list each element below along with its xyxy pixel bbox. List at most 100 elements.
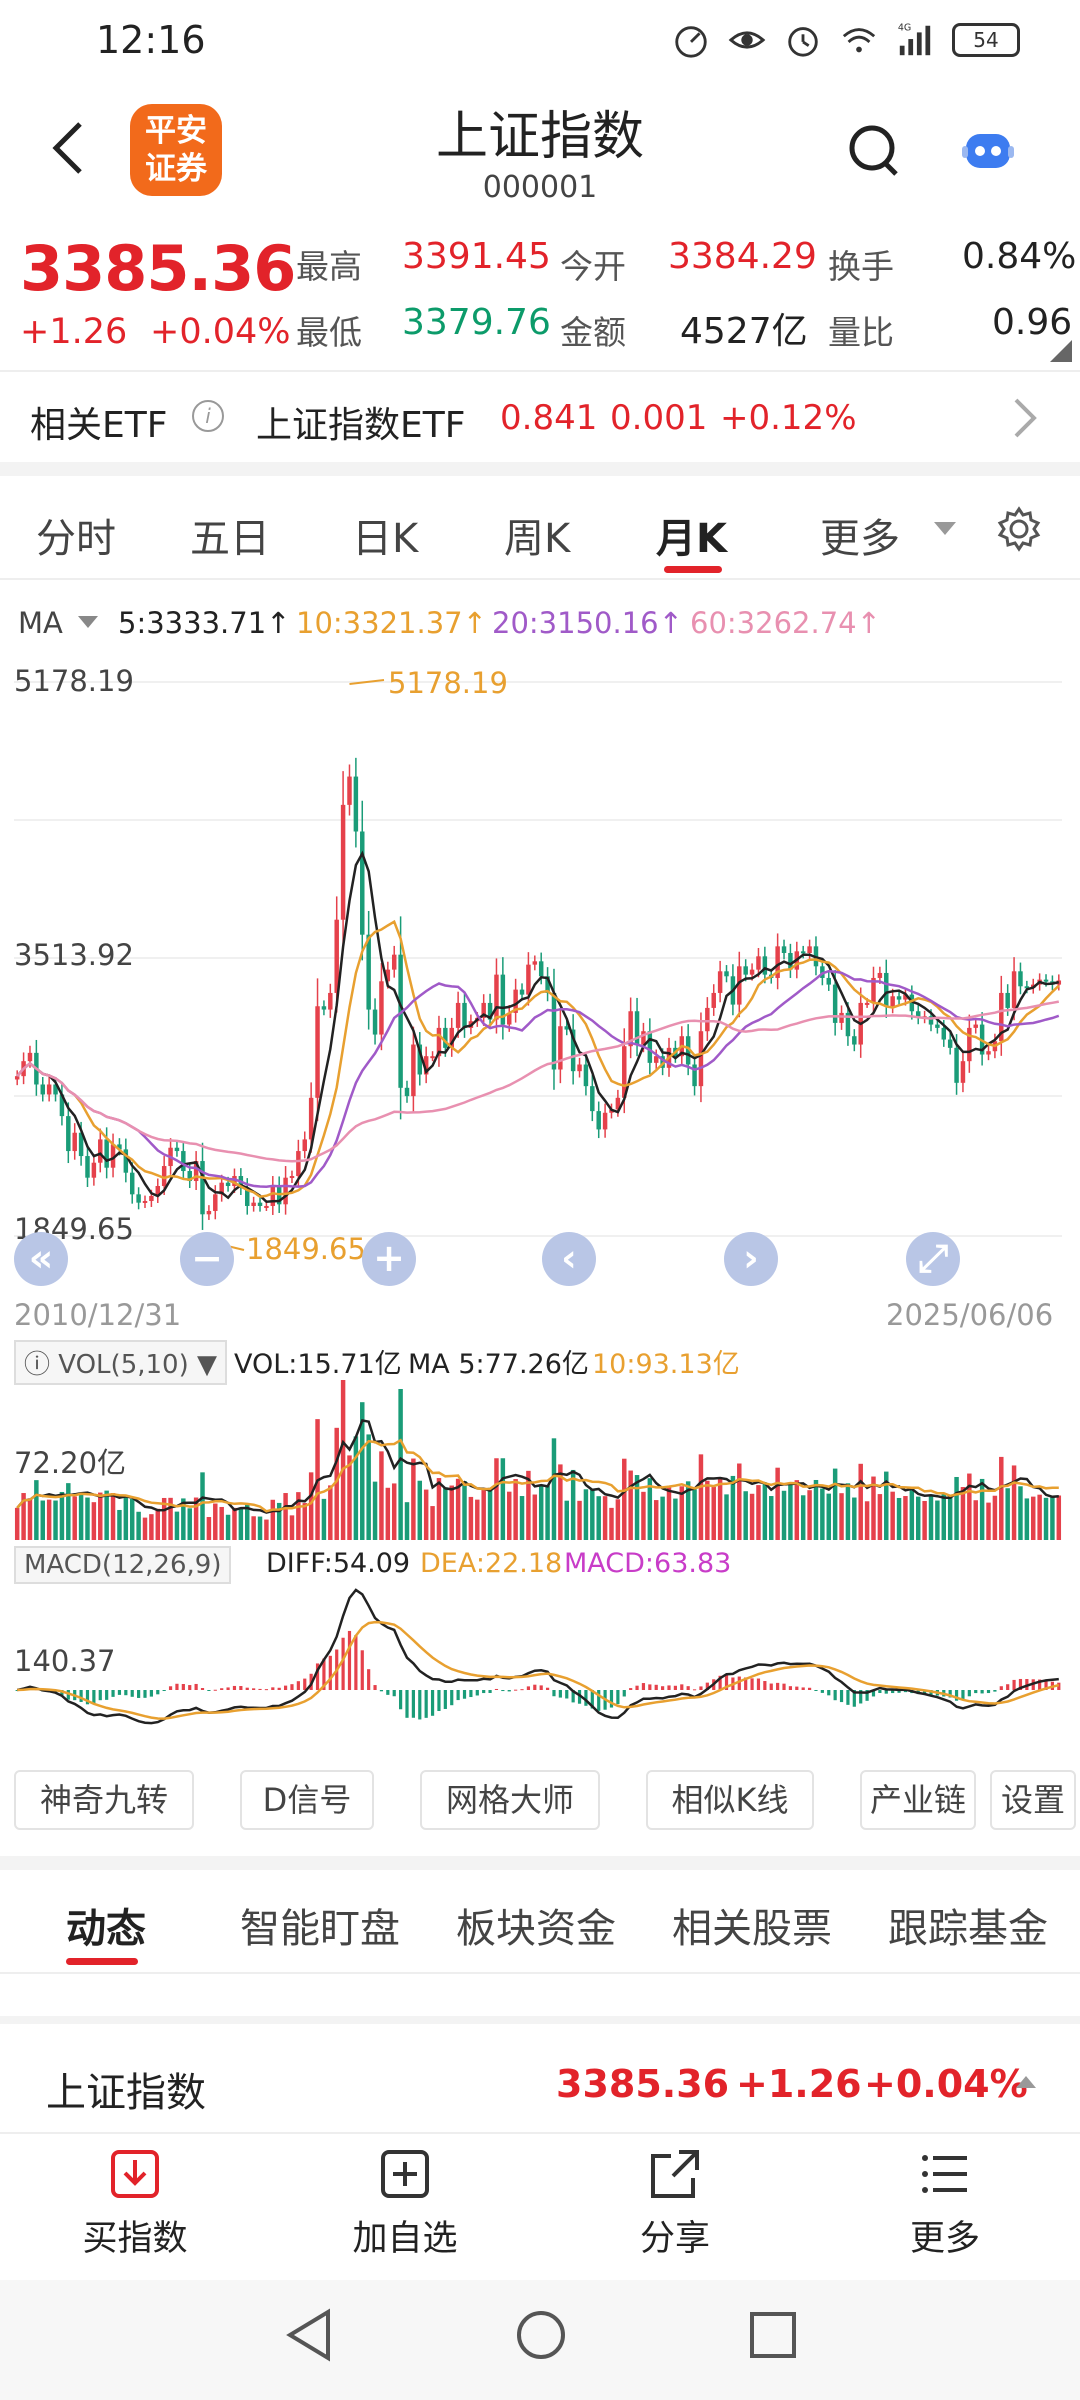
zoom-out-button[interactable]: − <box>180 1232 234 1286</box>
ma-legend-label[interactable]: MA <box>18 606 63 640</box>
volume-bar <box>340 1380 346 1540</box>
macd-bar <box>839 1690 844 1703</box>
search-icon[interactable] <box>846 120 902 180</box>
volume-bar <box>922 1500 927 1540</box>
volume-bar <box>66 1483 71 1540</box>
volume-bar <box>1024 1498 1030 1540</box>
macd-legend-box[interactable]: MACD(12,26,9) <box>14 1546 232 1584</box>
volume-bar <box>72 1496 77 1540</box>
vol-legend-box[interactable]: ⓘ VOL(5,10) ▼ <box>14 1340 227 1385</box>
candle-body <box>749 969 755 975</box>
robot-assistant-icon[interactable] <box>958 120 1018 180</box>
candle-body <box>187 1171 192 1182</box>
candle-body <box>391 954 397 970</box>
volume-bar <box>832 1468 838 1540</box>
tab-sector-funds[interactable]: 板块资金 <box>456 1906 616 1952</box>
scroll-right-button[interactable]: › <box>724 1232 778 1286</box>
scroll-left-fast-button[interactable]: « <box>14 1232 68 1286</box>
buy-index-button[interactable]: 买指数 <box>60 2148 210 2261</box>
tool-magic-nine[interactable]: 神奇九转 <box>14 1770 194 1830</box>
volume-bar <box>1031 1496 1036 1540</box>
gear-icon[interactable] <box>996 506 1042 552</box>
nav-recents-icon[interactable] <box>748 2310 798 2360</box>
volume-bar <box>213 1503 218 1540</box>
volume-bar <box>1050 1496 1055 1540</box>
kline-chart[interactable] <box>0 630 1080 1740</box>
stock-code: 000001 <box>482 170 598 205</box>
nav-home-icon[interactable] <box>514 2308 568 2362</box>
volume-bar <box>769 1496 774 1540</box>
tab-tracking-funds[interactable]: 跟踪基金 <box>888 1906 1048 1952</box>
volume-bar <box>257 1516 263 1540</box>
candle-body <box>852 1036 857 1045</box>
tab-daily-k[interactable]: 日K <box>352 516 419 562</box>
volume-bar <box>308 1472 314 1540</box>
ma5-value: 5:3333.71↑ <box>118 606 291 640</box>
macd-bar <box>98 1690 102 1701</box>
tab-five-day[interactable]: 五日 <box>190 516 270 562</box>
volume-bar <box>264 1519 269 1540</box>
share-button[interactable]: 分享 <box>600 2148 750 2261</box>
volume-bar <box>507 1491 512 1540</box>
volume-bar <box>385 1487 391 1540</box>
candle-body <box>27 1052 33 1062</box>
tool-industry-chain[interactable]: 产业链 <box>860 1770 976 1830</box>
back-icon[interactable] <box>48 118 88 178</box>
candle-body <box>213 1194 218 1211</box>
volume-bar <box>813 1479 819 1540</box>
macd-bar <box>507 1690 511 1692</box>
macd-bar <box>558 1690 562 1698</box>
etf-change-pct: +0.12% <box>720 398 857 438</box>
macd-bar <box>635 1685 639 1690</box>
macd-bar <box>482 1690 486 1694</box>
macd-bar <box>379 1690 384 1692</box>
candle-body <box>877 972 883 978</box>
zoom-in-button[interactable]: + <box>362 1232 416 1286</box>
macd-bar <box>296 1681 300 1690</box>
tool-similar-kline[interactable]: 相似K线 <box>646 1770 814 1830</box>
tab-news[interactable]: 动态 <box>66 1906 146 1952</box>
chevron-right-icon[interactable] <box>1010 396 1040 440</box>
candle-body <box>225 1182 231 1187</box>
more-button[interactable]: 更多 <box>870 2148 1020 2261</box>
candle-body <box>698 1031 704 1087</box>
stat-value: 0.84% <box>962 236 1077 277</box>
ma-dropdown-icon[interactable] <box>78 616 98 628</box>
tab-smart-watch[interactable]: 智能盯盘 <box>240 1906 400 1952</box>
tab-monthly-k[interactable]: 月K <box>656 516 727 562</box>
tab-more[interactable]: 更多 <box>820 516 900 562</box>
share-label: 分享 <box>639 2219 710 2259</box>
corner-expand-icon[interactable] <box>1050 340 1072 362</box>
candle-body <box>436 1027 442 1057</box>
tab-related-stocks[interactable]: 相关股票 <box>672 1906 832 1952</box>
tab-intraday[interactable]: 分时 <box>36 516 116 562</box>
tool-settings[interactable]: 设置 <box>990 1770 1076 1830</box>
macd-bar <box>264 1689 269 1691</box>
macd-bar <box>629 1688 633 1690</box>
info-icon: ⓘ <box>24 1350 59 1380</box>
macd-bar <box>846 1690 850 1705</box>
vol-legend: VOL(5,10) <box>58 1350 189 1380</box>
nav-back-icon[interactable] <box>284 2308 334 2362</box>
macd-bar <box>967 1690 971 1697</box>
add-watchlist-button[interactable]: 加自选 <box>330 2148 480 2261</box>
candle-body <box>66 1116 71 1152</box>
etf-price: 0.841 <box>500 398 598 438</box>
macd-bar <box>948 1690 952 1698</box>
candle-body <box>871 977 876 1003</box>
caret-up-icon[interactable] <box>1016 2076 1036 2088</box>
macd-bar <box>181 1683 185 1690</box>
candle-body <box>884 972 889 1007</box>
scroll-left-button[interactable]: ‹ <box>542 1232 596 1286</box>
volume-bar <box>947 1497 953 1540</box>
volume-bar <box>743 1491 748 1540</box>
tool-grid-master[interactable]: 网格大师 <box>420 1770 600 1830</box>
info-icon[interactable]: i <box>192 400 224 432</box>
macd-bar <box>488 1690 492 1693</box>
candle-body <box>85 1156 90 1178</box>
fullscreen-button[interactable]: ⤢ <box>906 1232 960 1286</box>
tab-weekly-k[interactable]: 周K <box>504 516 571 562</box>
tool-d-signal[interactable]: D信号 <box>240 1770 374 1830</box>
volume-bar <box>852 1497 857 1540</box>
macd-bar <box>143 1690 147 1698</box>
